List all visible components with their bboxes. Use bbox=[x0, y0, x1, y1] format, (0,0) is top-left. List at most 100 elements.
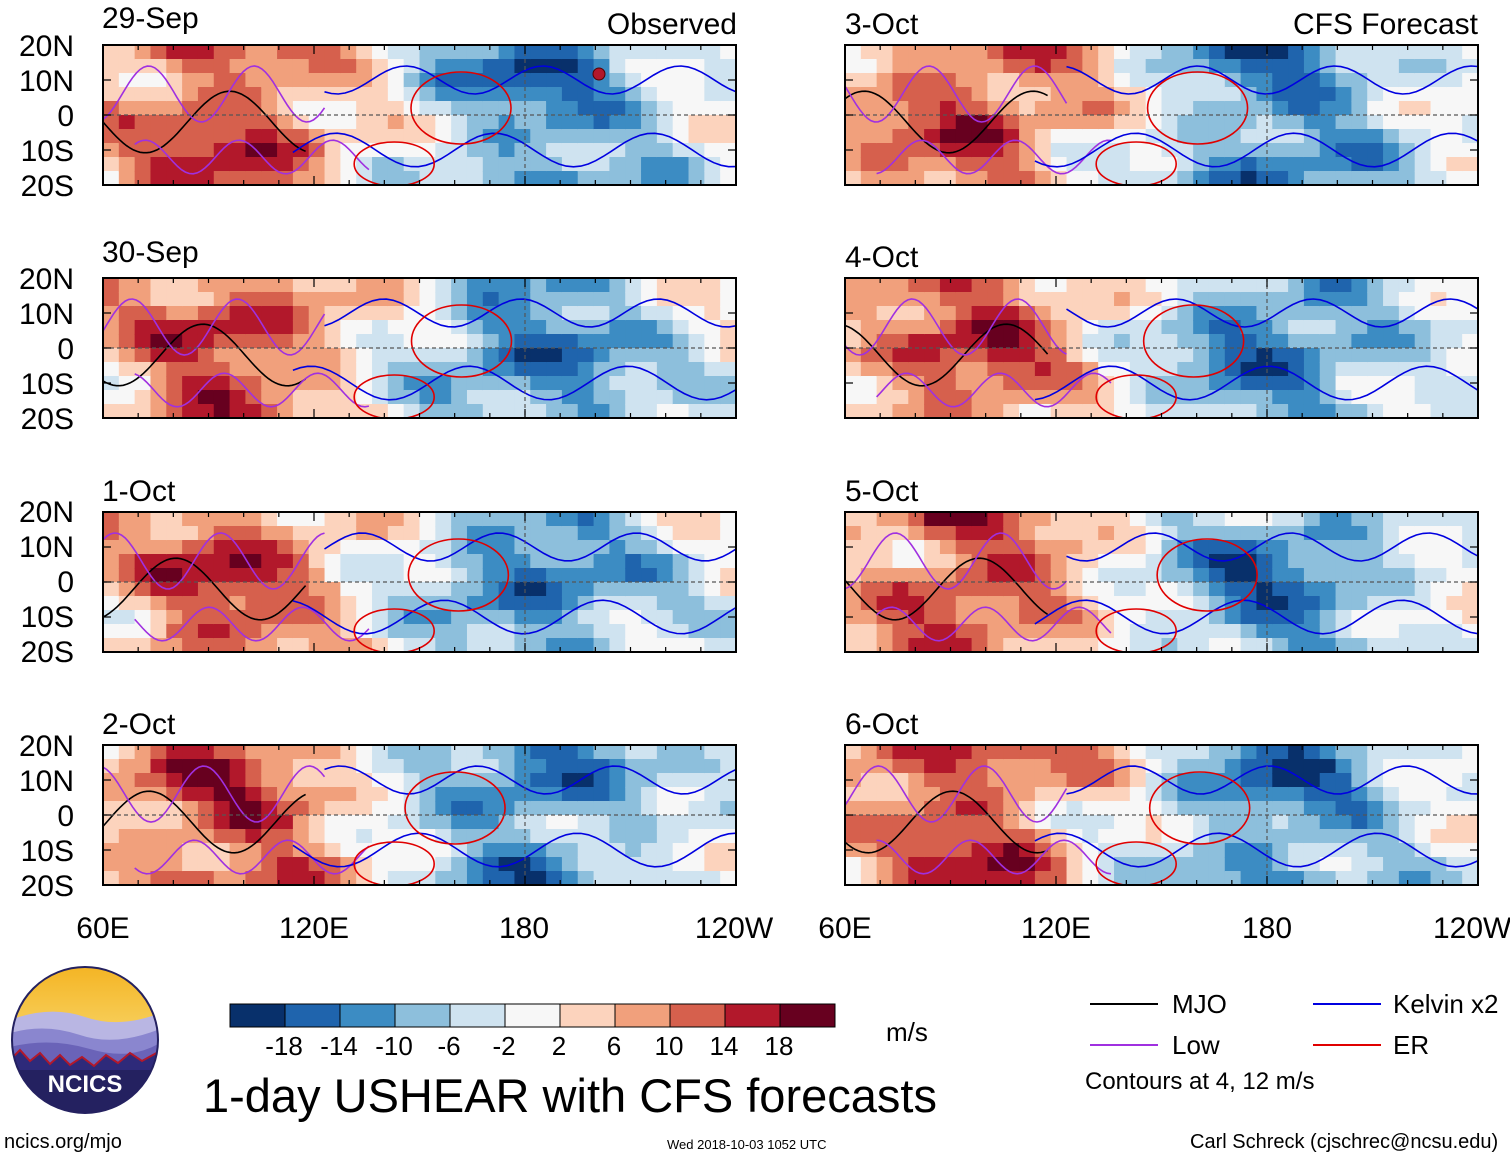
heatmap-cell bbox=[1414, 292, 1432, 307]
heatmap-cell bbox=[1161, 801, 1178, 816]
heatmap-cell bbox=[1019, 306, 1036, 321]
heatmap-cell bbox=[1129, 390, 1147, 405]
heatmap-cell bbox=[876, 582, 894, 597]
heatmap-cell bbox=[134, 45, 152, 60]
heatmap-cell bbox=[498, 45, 516, 60]
heatmap-cell bbox=[908, 871, 925, 885]
heatmap-cell bbox=[356, 624, 373, 639]
heatmap-cell bbox=[1050, 59, 1068, 74]
heatmap-cell bbox=[482, 624, 500, 639]
heatmap-cell bbox=[1193, 45, 1210, 60]
ncics-logo[interactable]: NCICS bbox=[10, 965, 160, 1115]
heatmap-cell bbox=[150, 857, 167, 872]
heatmap-cell bbox=[356, 348, 373, 363]
heatmap-cell bbox=[182, 871, 199, 885]
heatmap-cell bbox=[1430, 801, 1447, 816]
heatmap-cell bbox=[403, 157, 421, 172]
heatmap-cell bbox=[372, 362, 389, 377]
heatmap-cell bbox=[229, 745, 247, 760]
colorbar-swatch bbox=[614, 1003, 671, 1028]
heatmap-cell bbox=[261, 871, 278, 885]
heatmap-cell bbox=[1319, 624, 1337, 639]
heatmap-cell bbox=[1398, 582, 1416, 597]
heatmap-cell bbox=[939, 610, 957, 625]
heatmap-cell bbox=[498, 362, 516, 377]
heatmap-cell bbox=[1098, 334, 1115, 349]
heatmap-cell bbox=[1367, 540, 1384, 555]
heatmap-cell bbox=[1240, 624, 1258, 639]
heatmap-cell bbox=[1161, 59, 1178, 74]
heatmap-cell bbox=[672, 596, 690, 611]
heatmap-cell bbox=[625, 871, 642, 885]
heatmap-cell bbox=[876, 59, 894, 74]
heatmap-cell bbox=[1050, 115, 1068, 130]
heatmap-cell bbox=[182, 843, 199, 858]
heatmap-cell bbox=[134, 638, 152, 652]
footer-credit: Carl Schreck (cjschrec@ncsu.edu) bbox=[1190, 1131, 1499, 1153]
heatmap-cell bbox=[1082, 801, 1099, 816]
heatmap-cell bbox=[324, 101, 341, 116]
heatmap-cell bbox=[1430, 45, 1447, 60]
heatmap-cell bbox=[971, 143, 989, 158]
heatmap-cell bbox=[356, 554, 373, 569]
heatmap-cell bbox=[1034, 801, 1052, 816]
heatmap-cell bbox=[150, 157, 167, 172]
heatmap-cell bbox=[987, 871, 1004, 885]
heatmap-cell bbox=[577, 334, 595, 349]
heatmap-cell bbox=[704, 292, 721, 307]
heatmap-cell bbox=[1161, 87, 1178, 102]
heatmap-cell bbox=[387, 596, 405, 611]
heatmap-cell bbox=[1050, 320, 1068, 335]
heatmap-cell bbox=[387, 348, 405, 363]
heatmap-cell bbox=[1414, 582, 1432, 597]
heatmap-cell bbox=[1462, 101, 1478, 116]
heatmap-cell bbox=[625, 624, 642, 639]
heatmap-cell bbox=[403, 278, 421, 293]
heatmap-cell bbox=[1034, 73, 1052, 88]
heatmap-cell bbox=[229, 512, 247, 527]
heatmap-cell bbox=[182, 526, 199, 541]
heatmap-cell bbox=[340, 59, 357, 74]
heatmap-cell bbox=[308, 638, 326, 652]
heatmap-cell bbox=[514, 829, 531, 844]
heatmap-cell bbox=[103, 376, 120, 391]
heatmap-cell bbox=[546, 45, 563, 60]
heatmap-cell bbox=[876, 526, 894, 541]
heatmap-cell bbox=[1446, 638, 1463, 652]
heatmap-cell bbox=[924, 638, 941, 652]
lon-tick-label: 180 bbox=[498, 912, 550, 945]
heatmap-cell bbox=[419, 568, 436, 583]
heatmap-cell bbox=[118, 87, 136, 102]
heatmap-cell bbox=[971, 610, 989, 625]
heatmap-cell bbox=[892, 278, 909, 293]
heatmap-cell bbox=[1019, 157, 1036, 172]
heatmap-cell bbox=[530, 306, 547, 321]
heatmap-cell bbox=[1383, 554, 1400, 569]
heatmap-cell bbox=[324, 59, 341, 74]
heatmap-cell bbox=[845, 101, 862, 116]
heatmap-cell bbox=[1003, 101, 1020, 116]
heatmap-cell bbox=[150, 73, 167, 88]
heatmap-cell bbox=[324, 829, 341, 844]
heatmap-cell bbox=[1161, 624, 1178, 639]
heatmap-cell bbox=[277, 334, 294, 349]
heatmap-cell bbox=[482, 829, 500, 844]
heatmap-cell bbox=[1367, 815, 1384, 830]
heatmap-cell bbox=[419, 278, 436, 293]
heatmap-cell bbox=[561, 596, 579, 611]
heatmap-cell bbox=[261, 45, 278, 60]
heatmap-cell bbox=[561, 801, 579, 816]
heatmap-cell bbox=[134, 334, 152, 349]
heatmap-cell bbox=[1193, 292, 1210, 307]
heatmap-cell bbox=[1003, 843, 1020, 858]
heatmap-cell bbox=[466, 45, 484, 60]
heatmap-cell bbox=[609, 129, 626, 144]
heatmap-cell bbox=[466, 390, 484, 405]
heatmap-cell bbox=[372, 87, 389, 102]
footer-url[interactable]: ncics.org/mjo bbox=[4, 1131, 122, 1153]
heatmap-cell bbox=[704, 320, 721, 335]
heatmap-cell bbox=[466, 843, 484, 858]
heatmap-cell bbox=[150, 334, 167, 349]
heatmap-cell bbox=[1193, 773, 1210, 788]
heatmap-cell bbox=[1066, 348, 1083, 363]
